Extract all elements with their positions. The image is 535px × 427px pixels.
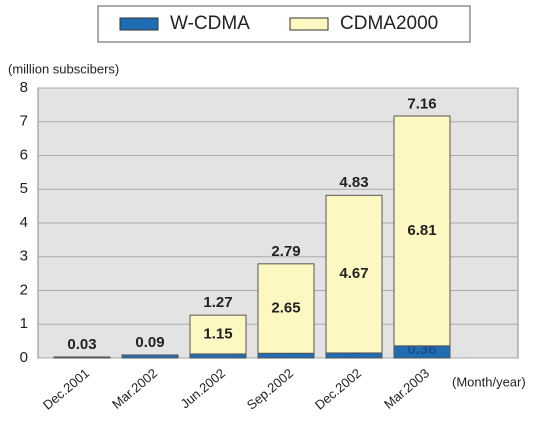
x-tick-label: Jun.2002	[178, 365, 229, 411]
y-tick-label: 3	[20, 248, 28, 265]
y-tick-label: 7	[20, 113, 28, 130]
total-label: 0.03	[67, 336, 96, 353]
y-tick-label: 4	[20, 214, 28, 231]
bar-segment	[189, 314, 247, 355]
legend-swatch	[289, 17, 329, 31]
bar-segment	[257, 263, 315, 354]
total-label: 4.83	[339, 174, 368, 191]
x-tick-label: Dec.2001	[40, 365, 92, 412]
total-label: 1.27	[203, 294, 232, 311]
y-tick-label: 6	[20, 146, 28, 163]
x-tick-label: Mar.2003	[381, 365, 432, 411]
y-tick-label: 5	[20, 180, 28, 197]
value-label: 1.15	[203, 326, 232, 343]
legend-swatch	[119, 17, 159, 31]
y-tick-label: 2	[20, 281, 28, 298]
value-label: 6.81	[407, 222, 436, 239]
total-label: 2.79	[271, 243, 300, 260]
x-tick-label: Dec.2002	[312, 365, 364, 412]
legend-box	[97, 5, 471, 43]
legend-label: W-CDMA	[170, 13, 250, 34]
value-label: 2.65	[271, 300, 300, 317]
y-tick-label: 8	[20, 79, 28, 96]
y-tick-label: 1	[20, 315, 28, 332]
total-label: 0.09	[135, 334, 164, 351]
bar-segment	[121, 354, 179, 359]
legend-label: CDMA2000	[340, 13, 438, 34]
y-axis-label: (million subscibers)	[8, 61, 119, 76]
value-label: 4.67	[339, 265, 368, 282]
total-label: 7.16	[407, 95, 436, 112]
bar-segment	[325, 194, 383, 354]
bar-segment	[393, 115, 451, 347]
x-tick-label: Sep.2002	[244, 365, 296, 412]
bar-segment	[53, 356, 111, 359]
y-tick-label: 0	[20, 349, 28, 366]
x-tick-label: Mar.2002	[109, 365, 160, 411]
x-axis-label: (Month/year)	[452, 374, 526, 389]
